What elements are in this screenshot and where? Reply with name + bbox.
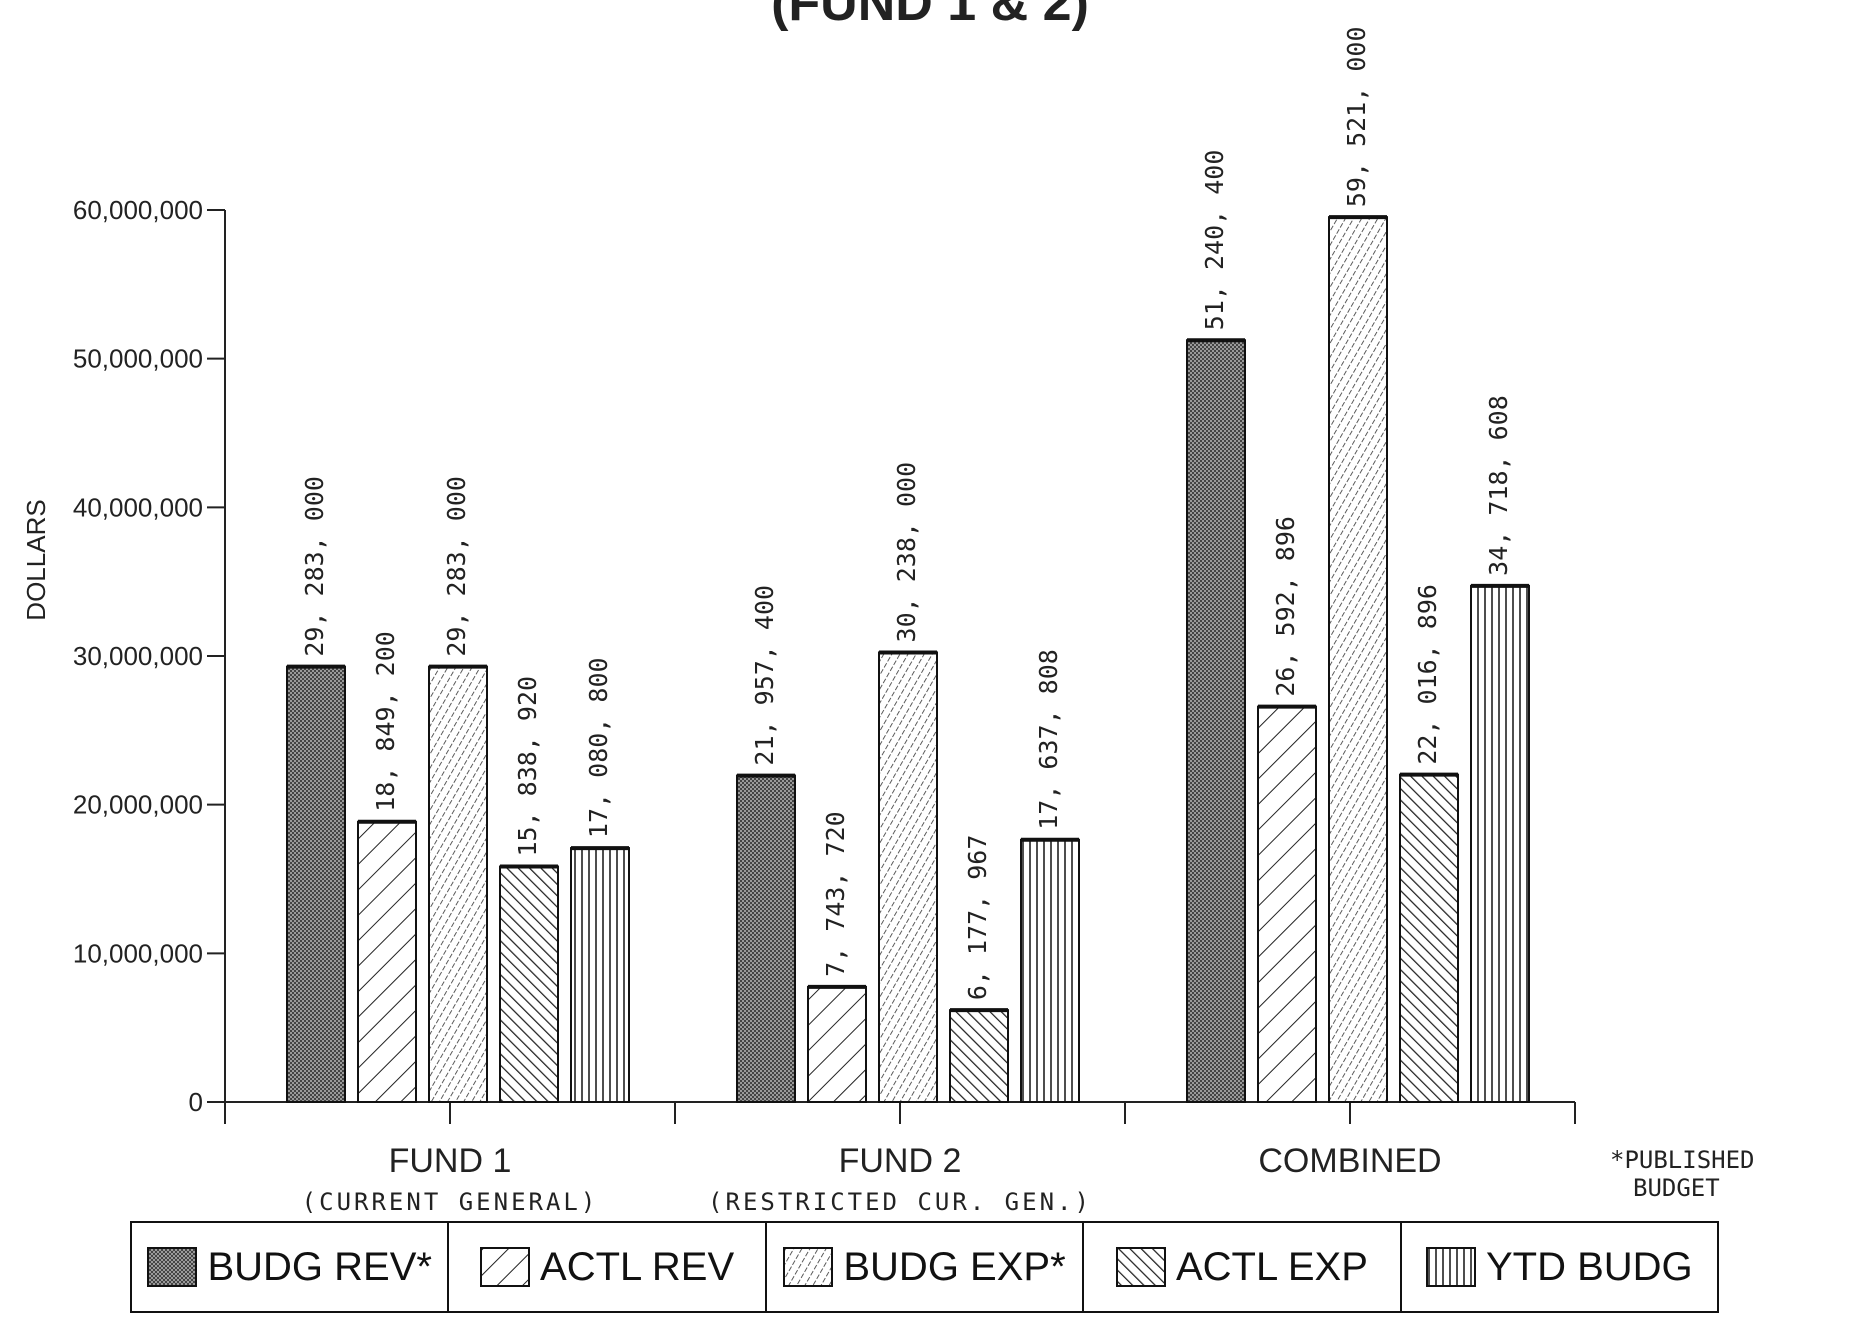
category-label: FUND 1 <box>389 1142 512 1180</box>
bar-value-label: 21, 957, 400 <box>750 585 779 766</box>
bar <box>1328 216 1388 1103</box>
y-tick-label: 10,000,000 <box>73 938 203 968</box>
chart-title: (FUND 1 & 2) <box>771 0 1089 32</box>
legend: BUDG REV* ACTL REV BUDG EXP* ACTL EXP YTD BU… <box>130 1221 1719 1313</box>
bar-value-label: 18, 849, 200 <box>371 631 400 812</box>
bar <box>878 651 938 1103</box>
bar <box>428 665 488 1104</box>
category-sublabel: (RESTRICTED CUR. GEN.) <box>708 1188 1092 1216</box>
bar-value-label: 7, 743, 720 <box>821 811 850 977</box>
legend-item: ACTL REV <box>449 1223 767 1311</box>
legend-swatch <box>480 1247 531 1287</box>
bar-value-label: 17, 080, 800 <box>584 657 613 838</box>
y-tick-label: 60,000,000 <box>73 195 203 225</box>
bar-value-label: 6, 177, 967 <box>963 835 992 1001</box>
bar <box>570 847 630 1103</box>
bar <box>949 1009 1009 1104</box>
bars <box>286 215 1530 1104</box>
y-tick-label: 40,000,000 <box>73 492 203 522</box>
y-tick-label: 30,000,000 <box>73 641 203 671</box>
bar-value-label: 30, 238, 000 <box>892 462 921 643</box>
legend-swatch <box>783 1247 834 1287</box>
bar <box>499 865 559 1104</box>
footnote-line-1: *PUBLISHED <box>1610 1146 1755 1174</box>
bar <box>1470 584 1530 1103</box>
footnote-line-2: BUDGET <box>1633 1174 1720 1202</box>
bar-value-label: 34, 718, 608 <box>1484 395 1513 576</box>
bar-value-label: 51, 240, 400 <box>1200 150 1229 331</box>
legend-item: BUDG EXP* <box>767 1223 1085 1311</box>
category-label: FUND 2 <box>839 1142 962 1180</box>
legend-swatch <box>147 1247 198 1287</box>
bar-value-label: 26, 592, 896 <box>1271 516 1300 697</box>
bar-value-label: 29, 283, 000 <box>442 476 471 657</box>
y-axis-label: DOLLARS <box>21 499 51 620</box>
legend-swatch <box>1115 1247 1166 1287</box>
bar-value-label: 29, 283, 000 <box>300 476 329 657</box>
legend-item: ACTL EXP <box>1084 1223 1402 1311</box>
bar <box>357 820 417 1103</box>
bar <box>1186 339 1246 1103</box>
footnote: *PUBLISHED BUDGET <box>1610 1146 1755 1202</box>
bar-value-label: 22, 016, 896 <box>1413 584 1442 765</box>
bar <box>736 774 796 1103</box>
category-label: COMBINED <box>1258 1142 1441 1180</box>
bar <box>1399 773 1459 1103</box>
legend-swatch <box>1425 1247 1476 1287</box>
bar-labels: 29, 283, 000 18, 849, 200 29, 283, 000 15, … <box>300 26 1513 1000</box>
legend-label: ACTL EXP <box>1175 1244 1368 1289</box>
bar <box>1257 705 1317 1103</box>
bar <box>286 665 346 1104</box>
y-tick-label: 0 <box>189 1087 203 1117</box>
axes: 0 10,000,000 20,000,000 30,000,000 40,000,00… <box>73 195 1576 1124</box>
legend-label: YTD BUDG <box>1485 1244 1693 1289</box>
bar-value-label: 17, 637, 808 <box>1034 649 1063 830</box>
bar-value-label: 15, 838, 920 <box>513 676 542 857</box>
category-labels: FUND 1 (CURRENT GENERAL) FUND 2 (RESTRICTED… <box>302 1142 1442 1216</box>
legend-item: BUDG REV* <box>132 1223 450 1311</box>
legend-label: BUDG REV* <box>207 1244 432 1289</box>
bar-value-label: 59, 521, 000 <box>1342 26 1371 207</box>
bar <box>807 985 867 1104</box>
y-tick-label: 20,000,000 <box>73 790 203 820</box>
legend-label: ACTL REV <box>540 1244 735 1289</box>
legend-label: BUDG EXP* <box>843 1244 1066 1289</box>
legend-item: YTD BUDG <box>1402 1223 1717 1311</box>
bar <box>1020 838 1080 1104</box>
y-tick-label: 50,000,000 <box>73 344 203 374</box>
category-sublabel: (CURRENT GENERAL) <box>302 1188 599 1216</box>
